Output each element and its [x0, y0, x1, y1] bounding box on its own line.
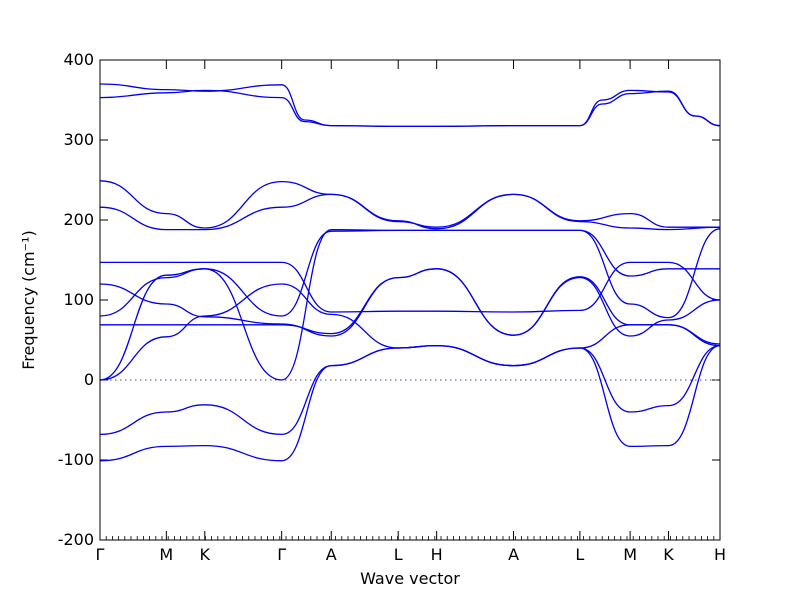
- kpoint-label: M: [623, 545, 637, 564]
- kpoint-ticks: [99, 60, 721, 540]
- kpoint-label: K: [663, 545, 674, 564]
- y-tick-label: 200: [63, 210, 94, 229]
- band-line-10: [100, 283, 720, 381]
- band-line-9: [100, 268, 720, 345]
- kpoint-label: Γ: [277, 545, 286, 564]
- y-tick-label: -200: [58, 530, 94, 549]
- band-line-5: [100, 261, 720, 313]
- y-tick-label: -100: [58, 450, 94, 469]
- kpoint-label: A: [508, 545, 519, 564]
- y-tick-label: 400: [63, 50, 94, 69]
- x-minor-ticks: [99, 536, 721, 540]
- band-line-8: [100, 228, 720, 381]
- kpoint-label: L: [575, 545, 584, 564]
- kpoint-label: Γ: [96, 545, 105, 564]
- kpoint-label: H: [431, 545, 443, 564]
- kpoint-label: H: [714, 545, 726, 564]
- plot-frame: [99, 59, 721, 541]
- phonon-bands: [100, 83, 720, 462]
- kpoint-label: M: [159, 545, 173, 564]
- band-line-11: [100, 344, 720, 436]
- band-line-12: [100, 344, 720, 462]
- band-line-6: [100, 268, 720, 337]
- y-tick-label: 0: [84, 370, 94, 389]
- kpoint-label: K: [200, 545, 211, 564]
- x-axis-label: Wave vector: [360, 569, 460, 588]
- y-tick-label: 300: [63, 130, 94, 149]
- y-axis-label: Frequency (cm⁻¹): [19, 230, 38, 369]
- band-line-4: [100, 193, 720, 231]
- kpoint-label: L: [394, 545, 403, 564]
- kpoint-label: A: [326, 545, 337, 564]
- band-line-3: [100, 180, 720, 230]
- y-tick-labels: -200 -100 0 100 200 300 400: [58, 50, 94, 549]
- y-axis-ticks: [100, 59, 720, 541]
- band-line-2: [100, 89, 720, 128]
- y-tick-label: 100: [63, 290, 94, 309]
